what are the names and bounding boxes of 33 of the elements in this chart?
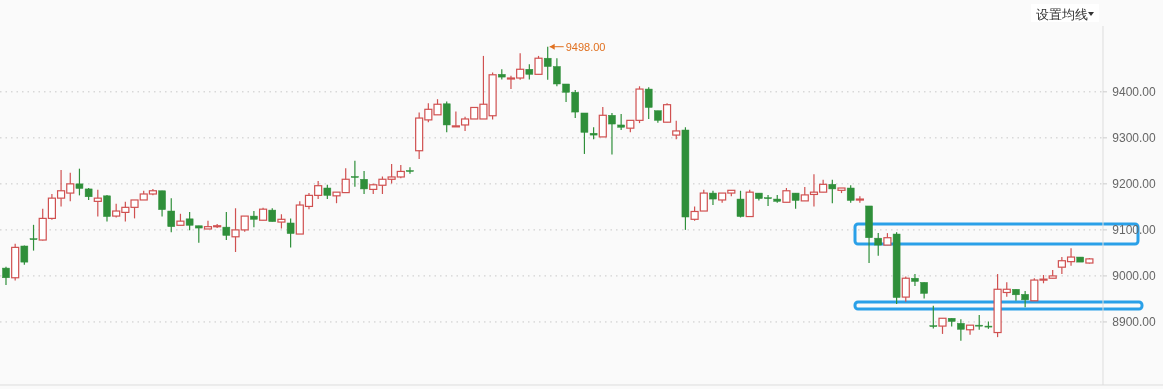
candlestick (901, 275, 910, 303)
annotation: 9498.00 (565, 40, 606, 53)
candlestick (828, 179, 837, 204)
y-tick-label: 9400.00 (1112, 85, 1157, 100)
candlestick (911, 273, 919, 287)
candlestick (20, 244, 29, 266)
y-tick-label: 9000.00 (1112, 269, 1157, 284)
candlestick (93, 189, 102, 218)
candlestick (929, 305, 938, 329)
candlestick (286, 217, 295, 248)
candlestick (250, 210, 258, 228)
y-tick-label: 9300.00 (1112, 131, 1157, 146)
candlestick (534, 55, 543, 75)
candlestick (598, 106, 607, 138)
candlestick (874, 232, 882, 257)
candlestick (222, 211, 231, 241)
candlestick (736, 190, 745, 219)
candlestick (103, 194, 111, 223)
candlestick (442, 100, 451, 133)
candlestick (167, 197, 176, 233)
candlestick (406, 166, 414, 175)
candlestick (957, 318, 965, 342)
candlestick (360, 170, 368, 195)
candlestick (662, 102, 672, 123)
candlestick (29, 224, 38, 252)
y-tick-label: 9200.00 (1112, 177, 1157, 192)
candlestick (158, 190, 166, 218)
y-tick-label: 8900.00 (1112, 315, 1157, 330)
candlestick (351, 160, 359, 188)
candlestick (644, 86, 653, 120)
candlestick (855, 195, 864, 204)
text: 设置均线 (1036, 6, 1088, 22)
candlestick (672, 120, 681, 140)
